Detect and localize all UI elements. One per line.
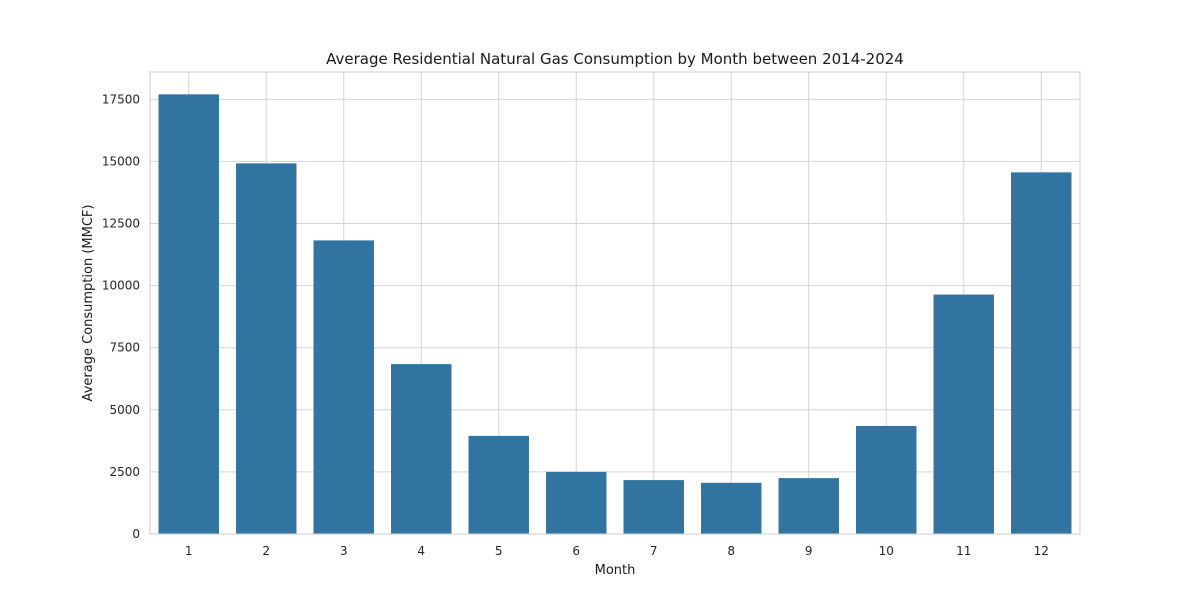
bar-month-3 [313,240,374,535]
grid-layer [150,72,1080,535]
y-axis-label: Average Consumption (MMCF) [81,205,96,402]
x-tick-label: 4 [417,544,425,558]
y-tick-label: 10000 [102,279,140,293]
y-tick-label: 12500 [102,217,140,231]
x-tick-label: 9 [805,544,813,558]
bar-month-9 [778,478,839,534]
x-tick-label: 12 [1034,544,1049,558]
y-tick-label: 0 [132,527,140,541]
x-tick-label: 7 [650,544,658,558]
bar-layer [158,94,1072,535]
bar-month-2 [236,163,297,535]
x-tick-label: 3 [340,544,348,558]
plot-frame [149,71,1081,535]
x-tick-label: 1 [185,544,193,558]
bar-month-10 [856,425,917,534]
x-tick-label: 11 [956,544,971,558]
bar-month-11 [933,294,994,534]
x-tick-label: 8 [727,544,735,558]
x-tick-label: 5 [495,544,503,558]
x-axis-label: Month [595,563,636,578]
x-tick-label: 6 [572,544,580,558]
x-tick-label: 2 [262,544,270,558]
y-tick-label: 5000 [109,403,140,417]
y-tick-label: 17500 [102,92,140,106]
y-tick-label: 2500 [109,465,140,479]
y-tick-label: 15000 [102,154,140,168]
bar-month-8 [701,482,762,534]
y-tick-label: 7500 [109,341,140,355]
bar-month-1 [158,94,219,535]
bar-month-12 [1011,172,1072,534]
bar-month-4 [391,364,452,534]
x-tick-label: 10 [879,544,894,558]
chart-title: Average Residential Natural Gas Consumpt… [326,50,904,68]
bar-month-6 [546,471,607,534]
bar-month-5 [468,435,529,534]
bar-month-7 [623,480,684,534]
